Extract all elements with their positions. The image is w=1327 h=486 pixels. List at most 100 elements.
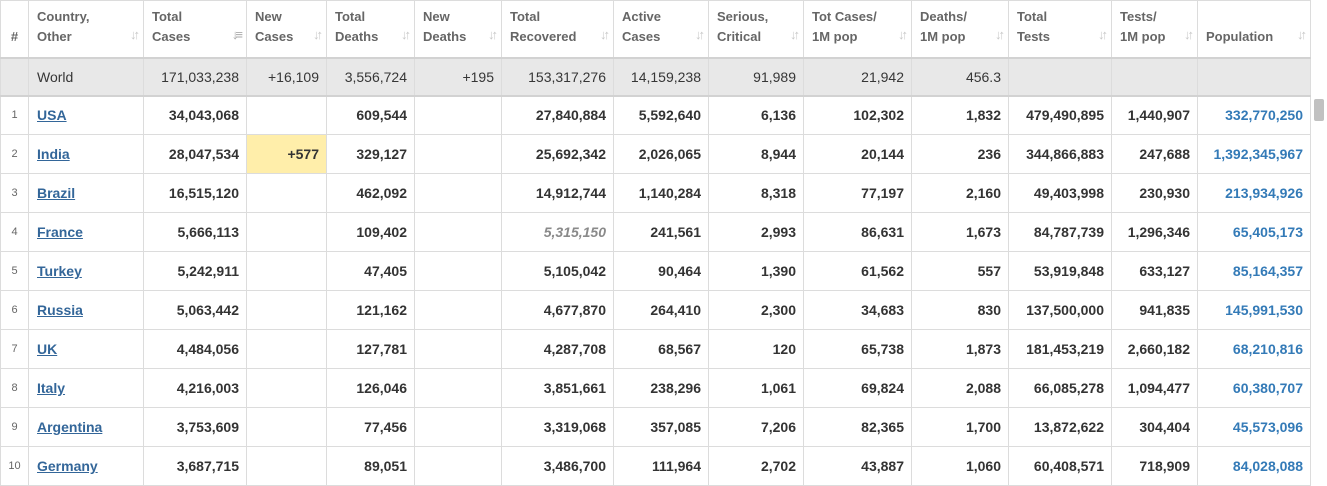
country-link[interactable]: Italy [37,380,66,396]
cell-tot-cases-1m: 86,631 [803,212,912,252]
cell-tests-1m: 633,127 [1111,251,1198,291]
row-rank: 9 [0,407,29,447]
header-new-deaths[interactable]: New Deaths ↓↑ [414,0,502,59]
cell-tot-cases-1m: 20,144 [803,134,912,174]
table-row: 6 Russia 5,063,442 121,162 4,677,870 264,410 2… [0,290,1311,330]
world-total-recovered: 153,317,276 [501,57,614,97]
cell-population[interactable]: 84,028,088 [1197,446,1311,486]
header-total-cases[interactable]: Total Cases ↓≡ [143,0,247,59]
world-total-row: World 171,033,238 +16,109 3,556,724 +195… [0,57,1311,97]
cell-serious-critical: 1,061 [708,368,804,408]
cell-tests-1m: 2,660,182 [1111,329,1198,369]
header-total-cases-line2: Cases [152,29,191,44]
cell-deaths-1m: 1,700 [911,407,1009,447]
header-total-recovered[interactable]: Total Recovered ↓↑ [501,0,614,59]
cell-new-cases [246,446,327,486]
cell-population[interactable]: 85,164,357 [1197,251,1311,291]
header-new-cases-line1: New [255,9,282,24]
cell-tests-1m: 230,930 [1111,173,1198,213]
cell-active-cases: 68,567 [613,329,709,369]
row-rank: 10 [0,446,29,486]
sort-arrows-icon: ↓↑ [790,26,800,42]
cell-deaths-1m: 2,160 [911,173,1009,213]
table-row: 2 India 28,047,534 +577 329,127 25,692,342 2,0… [0,134,1311,174]
cell-population[interactable]: 145,991,530 [1197,290,1311,330]
cell-tests-1m: 1,094,477 [1111,368,1198,408]
country-link[interactable]: France [37,224,83,240]
country-link[interactable]: Russia [37,302,83,318]
header-rank[interactable]: # [0,0,29,59]
cell-population[interactable]: 213,934,926 [1197,173,1311,213]
country-link[interactable]: Germany [37,458,98,474]
country-link[interactable]: India [37,146,70,162]
cell-new-cases [246,95,327,135]
header-new-cases-line2: Cases [255,29,294,44]
row-rank: 6 [0,290,29,330]
country-link[interactable]: Brazil [37,185,76,201]
header-serious-critical[interactable]: Serious, Critical ↓↑ [708,0,804,59]
table-row: 1 USA 34,043,068 609,544 27,840,884 5,592,640… [0,95,1311,135]
header-total-deaths-line2: Deaths [335,29,379,44]
cell-active-cases: 2,026,065 [613,134,709,174]
country-link[interactable]: Argentina [37,419,103,435]
cell-population[interactable]: 1,392,345,967 [1197,134,1311,174]
cell-new-cases [246,290,327,330]
cell-total-tests: 344,866,883 [1008,134,1112,174]
cell-total-recovered: 5,105,042 [501,251,614,291]
world-population [1197,57,1311,97]
header-total-deaths[interactable]: Total Deaths ↓↑ [326,0,415,59]
header-population[interactable]: Population ↓↑ [1197,0,1311,59]
sort-arrows-icon: ↓↑ [488,26,498,42]
header-country[interactable]: Country, Other ↓↑ [28,0,144,59]
cell-new-deaths [414,95,502,135]
cell-population[interactable]: 60,380,707 [1197,368,1311,408]
cell-serious-critical: 2,300 [708,290,804,330]
cell-new-cases [246,212,327,252]
cell-population[interactable]: 45,573,096 [1197,407,1311,447]
country-link[interactable]: USA [37,107,67,124]
cell-deaths-1m: 557 [911,251,1009,291]
world-total-cases: 171,033,238 [143,57,247,97]
cell-serious-critical: 8,944 [708,134,804,174]
row-rank: 7 [0,329,29,369]
header-active-cases[interactable]: Active Cases ↓↑ [613,0,709,59]
cell-active-cases: 1,140,284 [613,173,709,213]
cell-total-recovered: 3,319,068 [501,407,614,447]
cell-total-tests: 181,453,219 [1008,329,1112,369]
header-new-cases[interactable]: New Cases ↓↑ [246,0,327,59]
header-deaths-1m[interactable]: Deaths/1M pop ↓↑ [911,0,1009,59]
header-new-deaths-line1: New [423,9,450,24]
cell-total-deaths: 77,456 [326,407,415,447]
cell-tot-cases-1m: 34,683 [803,290,912,330]
header-total-tests-line1: Total [1017,9,1048,24]
row-country: France [28,212,144,252]
cell-active-cases: 264,410 [613,290,709,330]
header-total-recovered-line2: Recovered [510,29,577,44]
cell-population[interactable]: 68,210,816 [1197,329,1311,369]
vertical-scrollbar-thumb[interactable] [1314,99,1324,121]
cell-tot-cases-1m: 102,302 [803,95,912,135]
cell-active-cases: 241,561 [613,212,709,252]
cell-total-cases: 4,484,056 [143,329,247,369]
header-total-tests[interactable]: Total Tests ↓↑ [1008,0,1112,59]
row-country: USA [28,95,144,135]
country-link[interactable]: Turkey [37,263,82,279]
world-new-deaths: +195 [414,57,502,97]
header-tests-1m[interactable]: Tests/1M pop ↓↑ [1111,0,1198,59]
cell-total-cases: 28,047,534 [143,134,247,174]
cell-tests-1m: 1,296,346 [1111,212,1198,252]
cell-population[interactable]: 65,405,173 [1197,212,1311,252]
row-country: Turkey [28,251,144,291]
cell-total-recovered: 25,692,342 [501,134,614,174]
header-tot-cases-1m[interactable]: Tot Cases/1M pop ↓↑ [803,0,912,59]
header-rank-label: # [10,29,19,44]
row-country: India [28,134,144,174]
table-body: World 171,033,238 +16,109 3,556,724 +195… [0,57,1311,486]
cell-total-recovered: 27,840,884 [501,95,614,135]
cell-total-deaths: 121,162 [326,290,415,330]
cell-population[interactable]: 332,770,250 [1197,95,1311,135]
country-link[interactable]: UK [37,341,58,357]
sort-arrows-icon: ↓↑ [130,26,140,42]
cell-total-recovered: 3,851,661 [501,368,614,408]
row-country: Russia [28,290,144,330]
